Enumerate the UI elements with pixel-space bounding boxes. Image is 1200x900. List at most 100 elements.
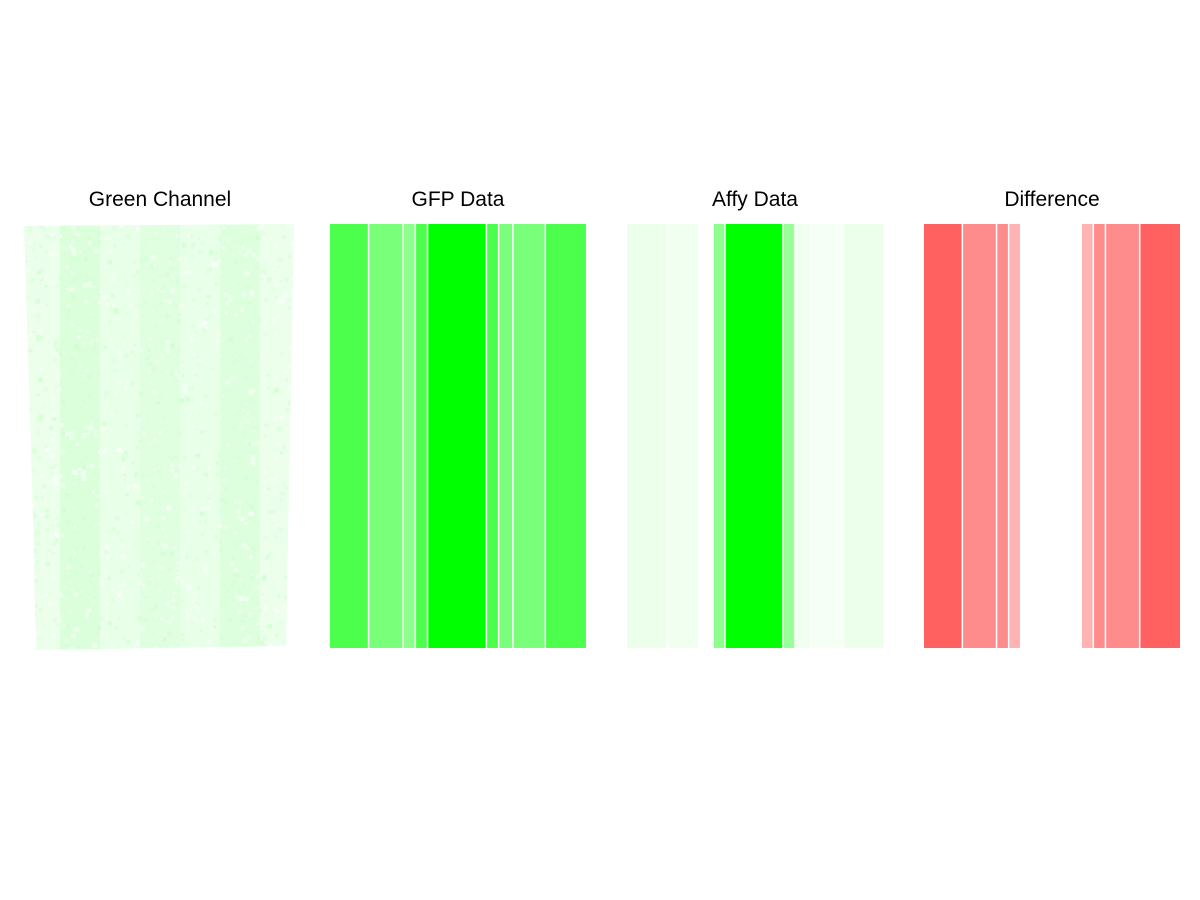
texture-speckle (202, 328, 207, 333)
texture-speckle (68, 609, 72, 612)
texture-speckle (32, 330, 36, 334)
texture-speckle (41, 496, 44, 500)
texture-speckle (85, 404, 89, 408)
texture-speckle (266, 277, 272, 282)
texture-speckle (90, 260, 93, 263)
texture-speckle (65, 473, 71, 479)
texture-speckle (199, 249, 204, 254)
texture-speckle (112, 290, 117, 295)
texture-speckle (122, 242, 125, 245)
texture-speckle (63, 585, 67, 589)
texture-speckle (223, 241, 227, 244)
texture-speckle (182, 342, 186, 346)
texture-speckle (276, 442, 281, 447)
texture-speckle (199, 511, 205, 516)
texture-speckle (298, 425, 300, 428)
texture-speckle (262, 379, 267, 384)
texture-speckle (149, 607, 154, 612)
texture-speckle (204, 513, 208, 516)
texture-speckle (158, 273, 162, 278)
texture-speckle (35, 541, 41, 546)
texture-speckle (138, 582, 142, 585)
texture-speckle (25, 584, 30, 589)
texture-speckle (68, 244, 73, 249)
texture-speckle (180, 632, 185, 637)
texture-speckle (161, 551, 166, 556)
texture-speckle (263, 264, 266, 267)
texture-speckle (70, 322, 75, 327)
texture-speckle (250, 260, 253, 264)
texture-speckle (235, 594, 240, 599)
texture-speckle (24, 435, 28, 440)
texture-speckle (165, 602, 170, 607)
texture-speckle (61, 592, 65, 596)
texture-speckle (260, 269, 265, 274)
texture-speckle (35, 440, 38, 443)
texture-speckle (185, 454, 188, 456)
texture-speckle (160, 617, 164, 621)
texture-speckle (165, 534, 169, 539)
texture-speckle (75, 442, 79, 447)
texture-speckle (46, 398, 50, 402)
texture-speckle (237, 590, 241, 593)
texture-speckle (268, 269, 273, 273)
texture-speckle (224, 526, 228, 530)
texture-speckle (157, 567, 162, 571)
texture-speckle (205, 506, 210, 510)
texture-speckle (52, 416, 57, 422)
texture-speckle (211, 307, 216, 312)
texture-speckle (35, 430, 40, 435)
texture-speckle (70, 430, 75, 436)
texture-speckle (140, 579, 145, 583)
texture-speckle (277, 426, 282, 432)
texture-speckle (274, 609, 278, 613)
texture-speckle (98, 315, 102, 319)
texture-speckle (87, 649, 93, 650)
texture-speckle (67, 237, 72, 242)
texture-speckle (173, 630, 176, 633)
texture-speckle (204, 519, 207, 523)
texture-speckle (36, 522, 41, 527)
texture-speckle (108, 512, 114, 517)
texture-speckle (79, 332, 82, 335)
texture-speckle (290, 287, 293, 291)
texture-speckle (197, 287, 202, 292)
texture-speckle (29, 542, 32, 545)
texture-speckle (146, 537, 150, 541)
texture-speckle (134, 252, 140, 258)
texture-speckle (185, 397, 190, 402)
texture-speckle (205, 511, 208, 514)
texture-speckle (71, 294, 76, 299)
texture-speckle (94, 368, 97, 371)
texture-speckle (107, 621, 112, 626)
texture-speckle (264, 298, 269, 303)
texture-speckle (93, 341, 96, 344)
texture-speckle (152, 619, 155, 622)
texture-speckle (38, 531, 42, 535)
texture-speckle (31, 277, 36, 282)
texture-speckle (267, 467, 271, 471)
texture-speckle (261, 436, 265, 439)
texture-speckle (277, 298, 282, 304)
texture-speckle (73, 525, 77, 529)
texture-speckle (226, 646, 229, 649)
texture-speckle (125, 234, 129, 238)
texture-speckle (171, 615, 175, 619)
texture-speckle (233, 567, 238, 572)
texture-speckle (279, 620, 283, 625)
texture-speckle (168, 258, 174, 263)
texture-speckle (285, 645, 290, 650)
texture-speckle (278, 313, 281, 316)
texture-speckle (90, 276, 96, 281)
texture-speckle (54, 622, 59, 627)
texture-speckle (129, 382, 133, 386)
texture-speckle (279, 516, 282, 519)
texture-speckle (65, 431, 70, 436)
texture-speckle (206, 528, 209, 531)
texture-speckle (44, 285, 48, 289)
texture-speckle (274, 333, 277, 337)
texture-speckle (146, 263, 149, 266)
texture-speckle (205, 642, 209, 646)
texture-speckle (105, 372, 109, 376)
panel-title-difference: Difference (1004, 188, 1100, 211)
